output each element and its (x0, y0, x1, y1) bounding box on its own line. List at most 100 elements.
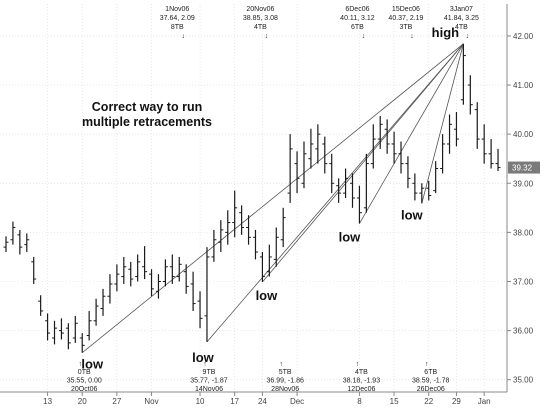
annotation-line: 36.99, -1.86 (267, 378, 304, 385)
pivot-annotations: 1Nov06 37.64, 2.09 8TB ↓ 20Nov06 38.85, 3.08 4… (67, 6, 479, 393)
ohlc-bar (128, 261, 134, 287)
ohlc-bar (38, 295, 44, 316)
annotation-line: 26Dec06 (417, 386, 445, 393)
x-tick-label: 24 (258, 397, 267, 406)
annotation-line: 38.18, -1.93 (343, 378, 380, 385)
ohlc-bar (343, 168, 349, 198)
ohlc-bar (162, 259, 168, 287)
top-annotation: 6Dec06 40.11, 3.12 6TB ↓ (340, 6, 375, 40)
ohlc-bar (398, 141, 404, 174)
annotation-line: 8TB (171, 24, 184, 31)
ohlc-bar (294, 151, 300, 194)
annotation-line: 3TB (400, 24, 413, 31)
ohlc-bar (488, 139, 494, 169)
x-tick-label: 10 (196, 397, 205, 406)
annotation-arrow: ↓ (182, 33, 186, 40)
annotation-arrow: ↓ (362, 33, 366, 40)
ohlc-bar (10, 221, 16, 245)
ohlc-bar (350, 173, 355, 208)
annotation-line: 4TB (355, 369, 368, 376)
retracement-line (206, 43, 464, 343)
x-tick-label: 15 (390, 397, 399, 406)
low-label: low (192, 350, 215, 365)
retracement-line (359, 43, 464, 224)
ohlc-bar (135, 254, 141, 282)
ohlc-bar (17, 229, 23, 255)
annotation-line: 1Nov06 (165, 6, 189, 13)
annotation-arrow: ↓ (410, 33, 414, 40)
y-tick-label: 40.00 (513, 130, 534, 139)
y-tick-label: 39.00 (513, 179, 534, 188)
top-annotation: 15Dec06 40.37, 2.19 3TB ↓ (388, 6, 423, 40)
ohlc-bar (86, 310, 92, 341)
ohlc-bar (100, 288, 106, 316)
ohlc-bar (211, 229, 217, 262)
annotation-arrow: ↑ (356, 361, 360, 368)
last-price-label: 39.32 (512, 164, 533, 173)
x-tick-label: 29 (452, 397, 461, 406)
ohlc-bar (58, 318, 64, 340)
ohlc-bar (370, 124, 376, 169)
ohlc-bar (107, 274, 113, 304)
ohlc-bar (218, 220, 224, 253)
x-tick-label: 8 (357, 397, 362, 406)
annotation-line: 38.85, 3.08 (243, 15, 278, 22)
annotation-line: 12Dec06 (347, 386, 375, 393)
ohlc-bar (52, 320, 58, 345)
ohlc-bar (232, 190, 238, 238)
ohlc-bar (377, 115, 383, 149)
annotation-line: 9TB (203, 369, 216, 376)
ohlc-bar (169, 254, 175, 284)
y-tick-label: 37.00 (513, 277, 534, 286)
ohlc-bar (474, 102, 480, 149)
x-tick-label: 17 (230, 397, 239, 406)
ohlc-bar (322, 136, 328, 174)
y-tick-label: 36.00 (513, 327, 534, 336)
annotation-arrow: ↓ (466, 33, 470, 40)
x-tick-label: 13 (43, 397, 52, 406)
last-price-box (508, 161, 540, 174)
ohlc-bar (197, 291, 203, 329)
ohlc-bar (453, 112, 459, 147)
ohlc-bar (266, 244, 272, 277)
grid-lines (0, 4, 507, 392)
low-label: low (256, 288, 279, 303)
x-tick-label: Nov (144, 397, 158, 406)
annotation-line: 3Jan07 (450, 6, 473, 13)
ohlc-bar (495, 148, 501, 171)
ohlc-bar (308, 128, 314, 169)
ohlc-bar (72, 315, 78, 343)
annotation-line: 6TB (424, 369, 437, 376)
y-tick-labels: 35.00 36.00 37.00 38.00 39.00 40.00 41.00 42.00 (507, 32, 534, 385)
retracement-lines (81, 43, 464, 354)
ohlc-bar (467, 75, 473, 115)
ohlc-bar (273, 227, 279, 267)
ohlc-bar (246, 215, 252, 245)
annotation-line: 41.84, 3.25 (444, 15, 479, 22)
annotation-line: 28Nov06 (271, 386, 299, 393)
top-annotation: 20Nov06 38.85, 3.08 4TB ↓ (243, 6, 278, 40)
annotation-arrow: ↑ (425, 361, 429, 368)
ohlc-bar (287, 134, 293, 203)
chart-annotation: Correct way to run multiple retracements (82, 100, 212, 129)
ohlc-bar (356, 185, 362, 224)
ohlc-bar (419, 183, 425, 204)
annotation-line: 6Dec06 (345, 6, 369, 13)
low-label: low (339, 230, 362, 245)
x-tick-label: Jan (478, 397, 491, 406)
ohlc-bar (31, 256, 37, 284)
ohlc-bar (3, 236, 9, 253)
ohlc-bar (45, 313, 51, 341)
ohlc-bar (391, 131, 397, 164)
ohlc-bar (405, 156, 411, 189)
annotation-line: 14Nov06 (195, 386, 223, 393)
annotation-arrow: ↑ (203, 361, 207, 368)
annotation-line: 38.59, -1.78 (412, 378, 449, 385)
ohlc-bar (93, 298, 99, 326)
annotation-arrow: ↑ (279, 361, 283, 368)
ohlc-bar (155, 274, 161, 299)
ohlc-bar (363, 153, 369, 213)
